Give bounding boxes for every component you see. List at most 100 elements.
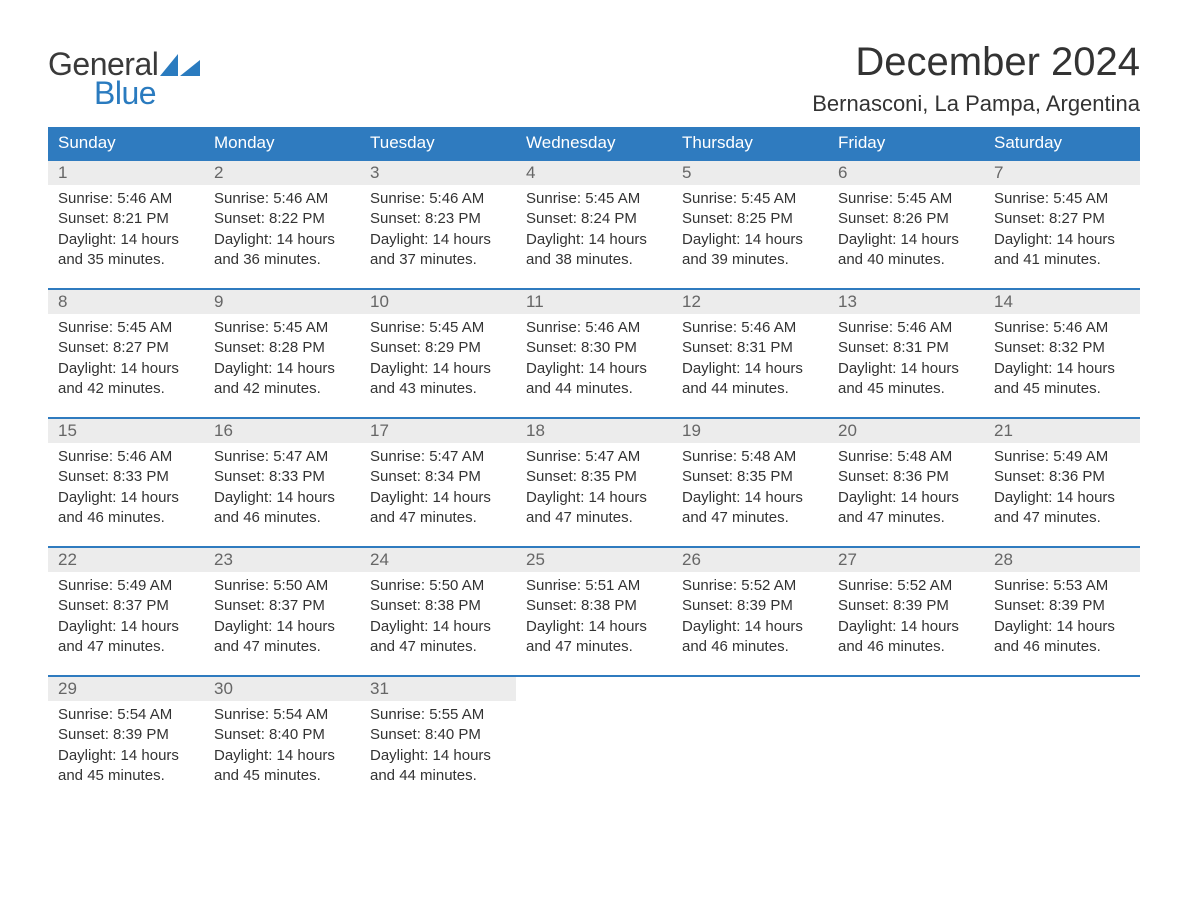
sunrise-line: Sunrise: 5:52 AM xyxy=(838,576,974,596)
daylight-line-1: Daylight: 14 hours xyxy=(994,488,1130,508)
day-details: Sunrise: 5:46 AMSunset: 8:31 PMDaylight:… xyxy=(828,314,984,399)
day-cell: Sunrise: 5:45 AMSunset: 8:26 PMDaylight:… xyxy=(828,185,984,289)
day-number xyxy=(516,676,672,701)
daylight-line-2: and 47 minutes. xyxy=(370,508,506,528)
day-details: Sunrise: 5:45 AMSunset: 8:27 PMDaylight:… xyxy=(984,185,1140,270)
logo-text-blue: Blue xyxy=(94,75,156,112)
day-number: 1 xyxy=(48,160,204,185)
day-number: 23 xyxy=(204,547,360,572)
day-cell: Sunrise: 5:46 AMSunset: 8:23 PMDaylight:… xyxy=(360,185,516,289)
sunrise-line: Sunrise: 5:45 AM xyxy=(58,318,194,338)
daylight-line-2: and 47 minutes. xyxy=(214,637,350,657)
sunset-line: Sunset: 8:27 PM xyxy=(994,209,1130,229)
sunset-line: Sunset: 8:38 PM xyxy=(370,596,506,616)
sunrise-line: Sunrise: 5:46 AM xyxy=(526,318,662,338)
sunrise-line: Sunrise: 5:46 AM xyxy=(994,318,1130,338)
day-details: Sunrise: 5:46 AMSunset: 8:30 PMDaylight:… xyxy=(516,314,672,399)
day-cell: Sunrise: 5:46 AMSunset: 8:30 PMDaylight:… xyxy=(516,314,672,418)
daylight-line-1: Daylight: 14 hours xyxy=(370,488,506,508)
day-details: Sunrise: 5:49 AMSunset: 8:36 PMDaylight:… xyxy=(984,443,1140,528)
daylight-line-1: Daylight: 14 hours xyxy=(994,230,1130,250)
daylight-line-2: and 42 minutes. xyxy=(58,379,194,399)
day-cell: Sunrise: 5:54 AMSunset: 8:40 PMDaylight:… xyxy=(204,701,360,804)
daylight-line-1: Daylight: 14 hours xyxy=(682,488,818,508)
day-details: Sunrise: 5:51 AMSunset: 8:38 PMDaylight:… xyxy=(516,572,672,657)
daylight-line-1: Daylight: 14 hours xyxy=(214,746,350,766)
month-title: December 2024 xyxy=(812,40,1140,85)
logo-sail-icon xyxy=(160,54,200,76)
day-cell: Sunrise: 5:45 AMSunset: 8:24 PMDaylight:… xyxy=(516,185,672,289)
day-details: Sunrise: 5:46 AMSunset: 8:33 PMDaylight:… xyxy=(48,443,204,528)
day-cell: Sunrise: 5:46 AMSunset: 8:22 PMDaylight:… xyxy=(204,185,360,289)
day-cell: Sunrise: 5:47 AMSunset: 8:35 PMDaylight:… xyxy=(516,443,672,547)
page-header: General Blue December 2024 Bernasconi, L… xyxy=(48,40,1140,117)
day-cell: Sunrise: 5:46 AMSunset: 8:31 PMDaylight:… xyxy=(672,314,828,418)
day-cell: Sunrise: 5:53 AMSunset: 8:39 PMDaylight:… xyxy=(984,572,1140,676)
sunrise-line: Sunrise: 5:46 AM xyxy=(214,189,350,209)
sunset-line: Sunset: 8:40 PM xyxy=(370,725,506,745)
day-number: 6 xyxy=(828,160,984,185)
day-cell: Sunrise: 5:45 AMSunset: 8:29 PMDaylight:… xyxy=(360,314,516,418)
sunrise-line: Sunrise: 5:46 AM xyxy=(838,318,974,338)
calendar-table: Sunday Monday Tuesday Wednesday Thursday… xyxy=(48,127,1140,804)
sunset-line: Sunset: 8:39 PM xyxy=(838,596,974,616)
day-details: Sunrise: 5:47 AMSunset: 8:33 PMDaylight:… xyxy=(204,443,360,528)
week-daynum-row: 15161718192021 xyxy=(48,418,1140,443)
daylight-line-2: and 35 minutes. xyxy=(58,250,194,270)
day-details: Sunrise: 5:45 AMSunset: 8:24 PMDaylight:… xyxy=(516,185,672,270)
week-daynum-row: 22232425262728 xyxy=(48,547,1140,572)
week-content-row: Sunrise: 5:46 AMSunset: 8:33 PMDaylight:… xyxy=(48,443,1140,547)
daylight-line-2: and 47 minutes. xyxy=(838,508,974,528)
daylight-line-1: Daylight: 14 hours xyxy=(526,359,662,379)
sunrise-line: Sunrise: 5:55 AM xyxy=(370,705,506,725)
daylight-line-1: Daylight: 14 hours xyxy=(994,617,1130,637)
day-number: 14 xyxy=(984,289,1140,314)
day-number xyxy=(984,676,1140,701)
week-content-row: Sunrise: 5:54 AMSunset: 8:39 PMDaylight:… xyxy=(48,701,1140,804)
day-details: Sunrise: 5:54 AMSunset: 8:40 PMDaylight:… xyxy=(204,701,360,786)
daylight-line-1: Daylight: 14 hours xyxy=(526,617,662,637)
sunrise-line: Sunrise: 5:51 AM xyxy=(526,576,662,596)
day-number: 16 xyxy=(204,418,360,443)
day-cell: Sunrise: 5:50 AMSunset: 8:37 PMDaylight:… xyxy=(204,572,360,676)
day-cell xyxy=(672,701,828,804)
daylight-line-2: and 47 minutes. xyxy=(526,508,662,528)
sunrise-line: Sunrise: 5:47 AM xyxy=(370,447,506,467)
daylight-line-2: and 41 minutes. xyxy=(994,250,1130,270)
day-number: 30 xyxy=(204,676,360,701)
header-tuesday: Tuesday xyxy=(360,127,516,160)
week-content-row: Sunrise: 5:46 AMSunset: 8:21 PMDaylight:… xyxy=(48,185,1140,289)
day-cell: Sunrise: 5:46 AMSunset: 8:33 PMDaylight:… xyxy=(48,443,204,547)
day-details: Sunrise: 5:45 AMSunset: 8:25 PMDaylight:… xyxy=(672,185,828,270)
day-details: Sunrise: 5:46 AMSunset: 8:22 PMDaylight:… xyxy=(204,185,360,270)
day-number: 27 xyxy=(828,547,984,572)
day-number: 18 xyxy=(516,418,672,443)
sunset-line: Sunset: 8:29 PM xyxy=(370,338,506,358)
daylight-line-1: Daylight: 14 hours xyxy=(214,230,350,250)
header-sunday: Sunday xyxy=(48,127,204,160)
sunrise-line: Sunrise: 5:54 AM xyxy=(214,705,350,725)
sunset-line: Sunset: 8:39 PM xyxy=(58,725,194,745)
sunrise-line: Sunrise: 5:45 AM xyxy=(526,189,662,209)
daylight-line-1: Daylight: 14 hours xyxy=(214,359,350,379)
day-header-row: Sunday Monday Tuesday Wednesday Thursday… xyxy=(48,127,1140,160)
day-cell: Sunrise: 5:55 AMSunset: 8:40 PMDaylight:… xyxy=(360,701,516,804)
day-number xyxy=(672,676,828,701)
sunset-line: Sunset: 8:28 PM xyxy=(214,338,350,358)
daylight-line-2: and 39 minutes. xyxy=(682,250,818,270)
day-number: 29 xyxy=(48,676,204,701)
daylight-line-2: and 38 minutes. xyxy=(526,250,662,270)
sunrise-line: Sunrise: 5:54 AM xyxy=(58,705,194,725)
daylight-line-2: and 43 minutes. xyxy=(370,379,506,399)
title-block: December 2024 Bernasconi, La Pampa, Arge… xyxy=(812,40,1140,117)
daylight-line-2: and 44 minutes. xyxy=(370,766,506,786)
day-cell: Sunrise: 5:47 AMSunset: 8:34 PMDaylight:… xyxy=(360,443,516,547)
day-details: Sunrise: 5:52 AMSunset: 8:39 PMDaylight:… xyxy=(672,572,828,657)
day-cell: Sunrise: 5:47 AMSunset: 8:33 PMDaylight:… xyxy=(204,443,360,547)
brand-logo: General Blue xyxy=(48,40,200,112)
daylight-line-2: and 47 minutes. xyxy=(526,637,662,657)
daylight-line-1: Daylight: 14 hours xyxy=(58,746,194,766)
day-details: Sunrise: 5:45 AMSunset: 8:28 PMDaylight:… xyxy=(204,314,360,399)
day-details: Sunrise: 5:46 AMSunset: 8:21 PMDaylight:… xyxy=(48,185,204,270)
day-number: 8 xyxy=(48,289,204,314)
